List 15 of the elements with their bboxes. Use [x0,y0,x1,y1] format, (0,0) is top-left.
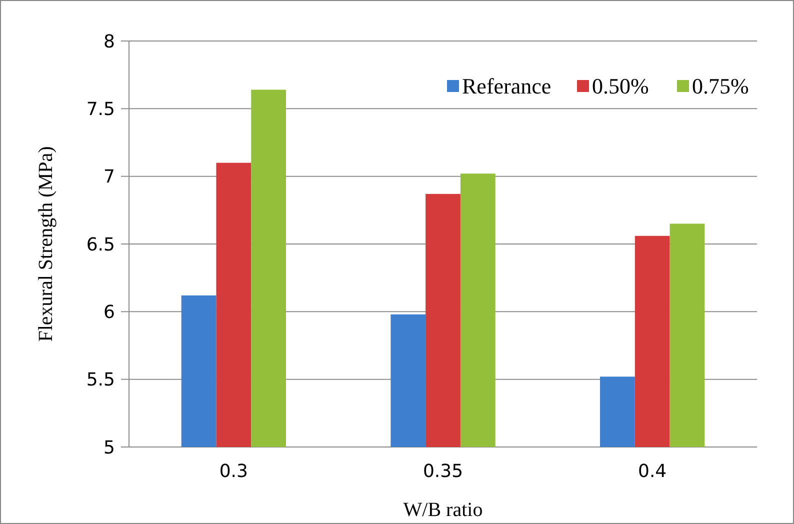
x-tick-label: 0.4 [638,461,667,482]
x-tick-label: 0.3 [219,461,248,482]
legend-label: 0.50% [592,74,649,99]
y-tick-label: 5 [104,437,115,458]
y-tick-label: 6 [104,302,115,323]
y-tick-label: 6.5 [86,234,115,256]
y-tick-label: 7 [104,166,115,188]
legend-label: 0.75% [692,74,749,99]
legend-label: Referance [462,74,552,99]
y-tick-label: 8 [104,31,115,52]
x-tick-label: 0.35 [422,461,464,482]
x-axis-title: W/B ratio [403,499,483,521]
y-axis-title: Flexural Strength (MPa) [35,146,57,342]
y-tick-label: 5.5 [86,370,115,391]
y-tick-label: 7.5 [86,98,115,120]
